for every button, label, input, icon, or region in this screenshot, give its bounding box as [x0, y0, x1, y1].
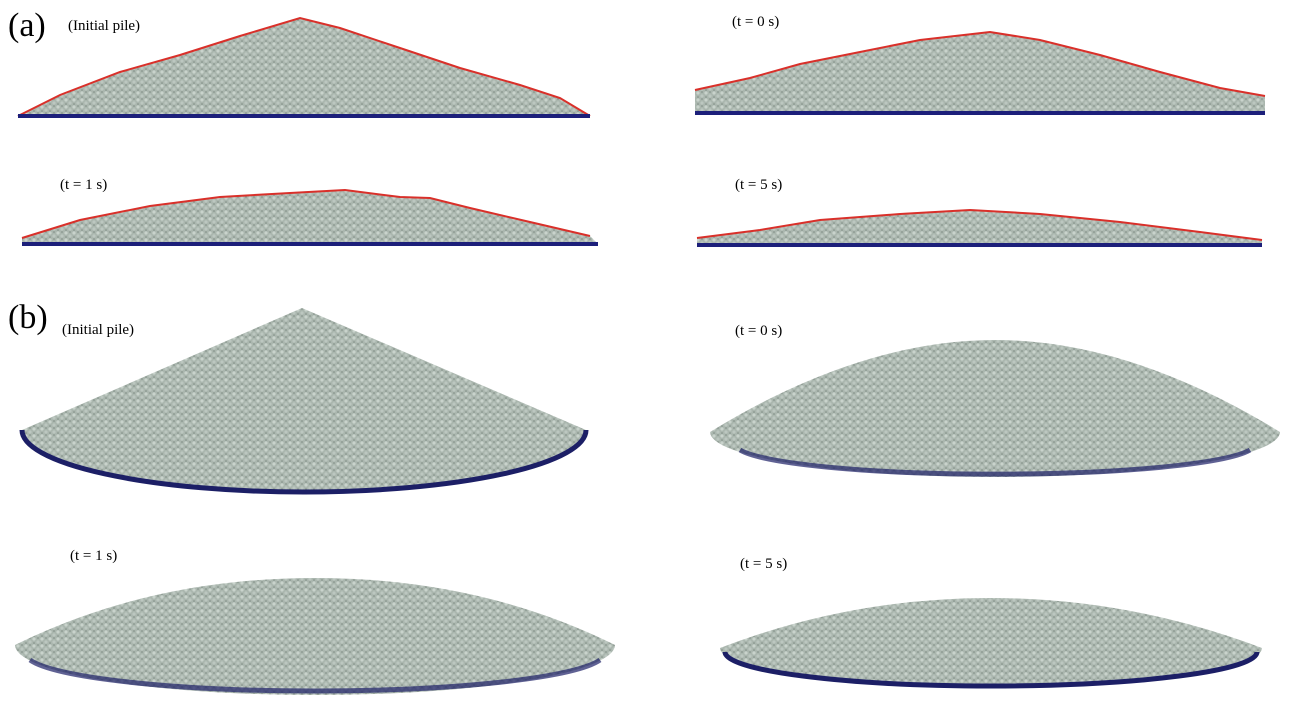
- caption: (t = 5 s): [735, 177, 782, 193]
- pile-profile: [21, 188, 598, 246]
- pile-profile: [17, 16, 591, 118]
- pile-profile: [696, 208, 1263, 247]
- panel-label: (b): [8, 299, 48, 336]
- caption: (t = 1 s): [60, 177, 107, 193]
- pile-3d: [710, 340, 1280, 477]
- pile-3d: [720, 598, 1262, 689]
- pile-profile: [694, 30, 1266, 115]
- panel-label: (a): [8, 7, 46, 44]
- pile-3d: [19, 308, 589, 495]
- pile-3d: [15, 578, 615, 695]
- caption: (t = 0 s): [735, 323, 782, 339]
- caption: (t = 5 s): [740, 556, 787, 572]
- caption: (t = 0 s): [732, 14, 779, 30]
- caption: (Initial pile): [68, 18, 140, 34]
- caption: (Initial pile): [62, 322, 134, 338]
- caption: (t = 1 s): [70, 548, 117, 564]
